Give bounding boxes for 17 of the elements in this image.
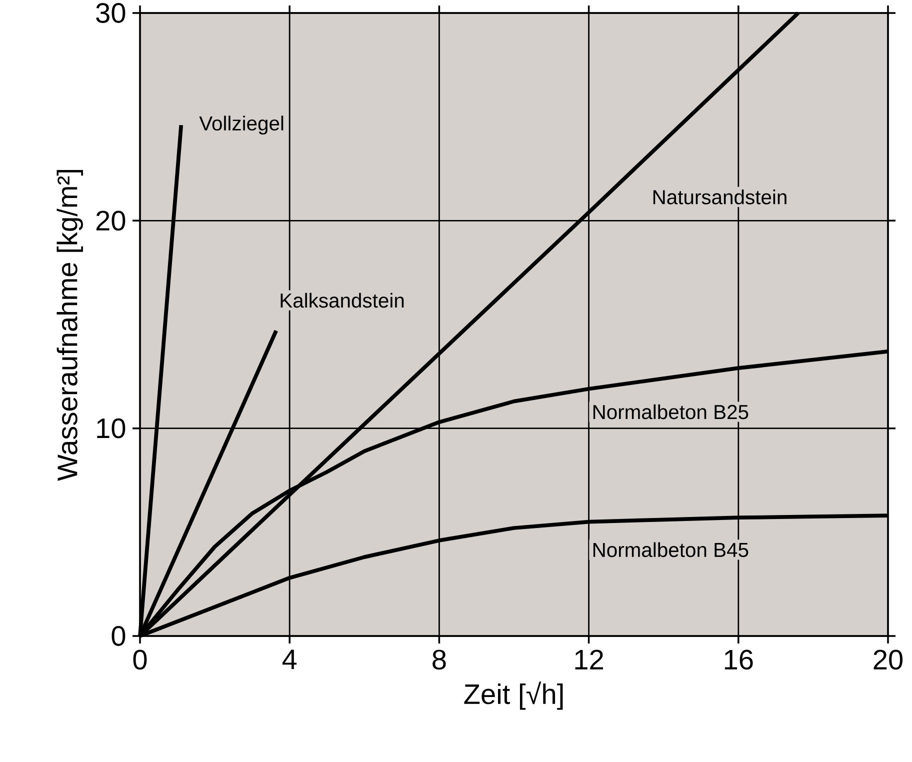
x-tick-label: 20 (874, 650, 903, 670)
x-tick-label: 8 (432, 650, 446, 670)
x-tick-label: 4 (282, 650, 297, 670)
series-label: Vollziegel (199, 116, 284, 135)
x-tick-label: 0 (133, 650, 147, 670)
y-tick-label: 10 (97, 418, 126, 438)
series-label: Normalbeton B45 (593, 542, 748, 558)
series-label: Kalksandstein (280, 292, 404, 308)
y-tick-label: 30 (96, 3, 126, 23)
y-axis-title: Wasseraufnahme [kg/m²] (56, 170, 83, 481)
series-label: Natursandstein (653, 190, 786, 204)
x-tick-label: 16 (724, 650, 753, 670)
x-tick-label: 12 (575, 650, 604, 670)
y-tick-label: 0 (112, 626, 126, 646)
x-axis-title: Zeit [√h] (464, 682, 563, 710)
series-label: Normalbeton B25 (593, 404, 748, 420)
y-tick-label: 20 (96, 210, 126, 231)
